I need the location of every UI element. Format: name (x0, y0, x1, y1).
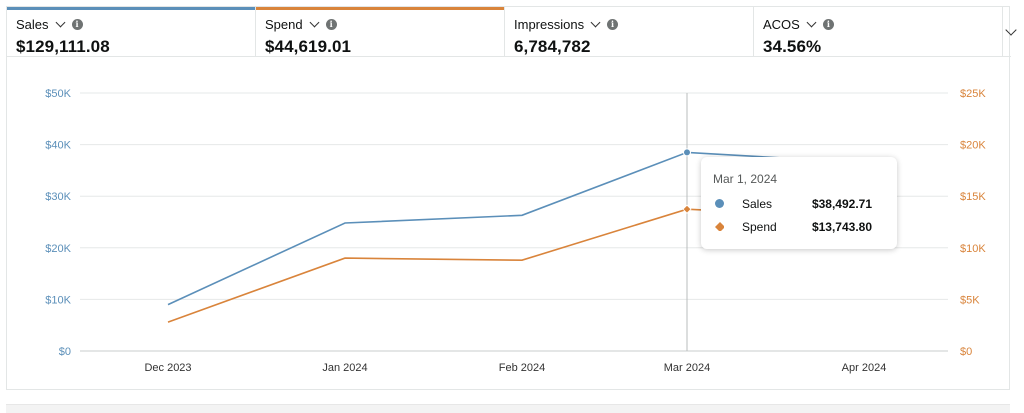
y-left-tick-label: $20K (45, 243, 71, 255)
tooltip-series-name: Sales (742, 197, 773, 211)
y-left-tick-label: $30K (45, 191, 71, 203)
metric-tile-spend[interactable]: Spend i $44,619.01 (256, 7, 505, 57)
circle-marker-icon (715, 199, 724, 208)
data-point-spend (682, 204, 692, 214)
metric-value: 34.56% (763, 37, 822, 56)
tooltip-date: Mar 1, 2024 (713, 172, 778, 186)
metric-color-bar (256, 7, 504, 10)
y-right-tick-label: $0 (960, 346, 972, 358)
metric-label: Spend (265, 16, 303, 32)
x-tick-label: Feb 2024 (499, 362, 545, 374)
tooltip-series-value: $38,492.71 (811, 197, 872, 211)
y-left-tick-label: $0 (59, 346, 71, 358)
bottom-panel-strip (6, 404, 1010, 413)
info-icon[interactable]: i (607, 18, 619, 30)
metric-tile-acos[interactable]: ACOS i 34.56% (754, 7, 1003, 57)
x-tick-label: Jan 2024 (322, 362, 367, 374)
y-right-tick-label: $20K (960, 140, 986, 152)
chart-tooltip: Mar 1, 2024 Sales $38,492.71 Spend $13,7… (701, 157, 897, 249)
y-right-tick-label: $15K (960, 191, 986, 203)
info-icon[interactable]: i (71, 18, 83, 30)
diamond-marker-icon (715, 222, 724, 231)
metric-selector-bar: Sales i $129,111.08 Spend i $44,619.01 I… (7, 7, 1017, 57)
line-chart: $0 $0 $10K $5K $20K $10K $30K $15K $40K $20K $50K $… (45, 88, 986, 374)
metric-tile-impressions[interactable]: Impressions i 6,784,782 (505, 7, 754, 57)
metric-label: Impressions (514, 16, 585, 32)
y-left-tick-label: $40K (45, 140, 71, 152)
info-icon[interactable]: i (822, 18, 834, 30)
tooltip-row-sales: Sales $38,492.71 (713, 196, 885, 212)
metric-tile-sales[interactable]: Sales i $129,111.08 (7, 7, 256, 57)
metric-label: Sales (16, 16, 49, 32)
x-tick-label: Mar 2024 (664, 362, 710, 374)
metric-value: $44,619.01 (265, 37, 352, 56)
tooltip-row-spend: Spend $13,743.80 (713, 219, 885, 235)
metric-value: 6,784,782 (514, 37, 591, 56)
y-right-tick-label: $10K (960, 243, 986, 255)
metric-color-bar (7, 7, 255, 10)
metric-label: ACOS (763, 16, 800, 32)
series-line-sales (167, 151, 865, 306)
info-icon[interactable]: i (325, 18, 337, 30)
y-left-tick-label: $10K (45, 294, 71, 306)
y-left-tick-label: $50K (45, 88, 71, 100)
y-right-tick-label: $5K (960, 294, 980, 306)
data-point-sales (683, 148, 691, 157)
tooltip-series-value: $13,743.80 (811, 220, 872, 234)
x-tick-label: Dec 2023 (144, 362, 191, 374)
metric-value: $129,111.08 (16, 37, 110, 56)
y-right-tick-label: $25K (960, 88, 986, 100)
tooltip-series-name: Spend (742, 220, 777, 234)
x-tick-label: Apr 2024 (842, 362, 887, 374)
